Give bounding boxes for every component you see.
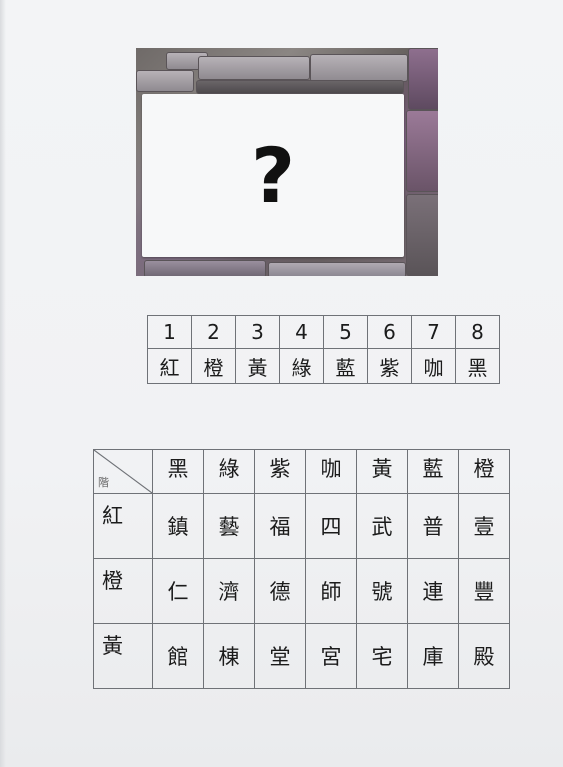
grid-column-header: 黃: [356, 449, 408, 494]
stone-block: [196, 80, 404, 94]
grid-cell: 仁: [152, 558, 204, 624]
legend-number: 3: [235, 315, 280, 349]
grid-cell: 殿: [458, 623, 510, 689]
grid-row-label: 橙: [93, 558, 153, 624]
legend-color-row: 紅 橙 黃 綠 藍 紫 咖 黑: [147, 348, 500, 384]
question-placard: ?: [142, 94, 404, 257]
stone-block: [136, 70, 194, 92]
grid-column-header: 黑: [152, 449, 204, 494]
grid-cell: 連: [407, 558, 459, 624]
legend-color: 綠: [279, 348, 324, 384]
legend-color: 黑: [455, 348, 500, 384]
grid-cell: 棟: [203, 623, 255, 689]
question-mark: ?: [250, 130, 296, 220]
grid-cell: 館: [152, 623, 204, 689]
legend-color: 紫: [367, 348, 412, 384]
stone-block: [310, 54, 408, 82]
stone-block: [406, 194, 438, 276]
legend-color: 咖: [411, 348, 456, 384]
color-number-legend: 1 2 3 4 5 6 7 8 紅 橙 黃 綠 藍 紫 咖 黑: [147, 315, 500, 384]
stone-block: [408, 48, 438, 110]
grid-row-label: 黃: [93, 623, 153, 689]
grid-column-header: 咖: [305, 449, 357, 494]
stone-block: [406, 110, 438, 192]
grid-cell: 普: [407, 493, 459, 559]
grid-row-label: 紅: [93, 493, 153, 559]
grid-cell: 庫: [407, 623, 459, 689]
grid-cell: 藝: [203, 493, 255, 559]
grid-column-header: 紫: [254, 449, 306, 494]
paper-edge-shadow: [0, 0, 6, 767]
legend-number: 6: [367, 315, 412, 349]
legend-number: 2: [191, 315, 236, 349]
grid-cell: 武: [356, 493, 408, 559]
stone-wall-photo: ?: [136, 48, 438, 276]
legend-color: 黃: [235, 348, 280, 384]
grid-row: 黃 館 棟 堂 宮 宅 庫 殿: [93, 623, 510, 689]
grid-column-header: 橙: [458, 449, 510, 494]
corner-label: 階: [98, 476, 109, 489]
character-grid: 階 黑 綠 紫 咖 黃 藍 橙 紅 鎮 藝 福 四 武 普 壹 橙 仁 濟 德 …: [93, 449, 510, 689]
grid-column-header: 藍: [407, 449, 459, 494]
corner-diagonal: [94, 450, 152, 493]
grid-cell: 號: [356, 558, 408, 624]
legend-number: 4: [279, 315, 324, 349]
legend-number-row: 1 2 3 4 5 6 7 8: [147, 315, 500, 349]
grid-row: 紅 鎮 藝 福 四 武 普 壹: [93, 493, 510, 559]
grid-column-header: 綠: [203, 449, 255, 494]
grid-header-row: 階 黑 綠 紫 咖 黃 藍 橙: [93, 449, 510, 494]
stone-block: [268, 262, 406, 276]
grid-cell: 德: [254, 558, 306, 624]
grid-cell: 福: [254, 493, 306, 559]
stone-block: [144, 260, 266, 276]
legend-number: 1: [147, 315, 192, 349]
stone-block: [198, 56, 310, 80]
grid-cell: 宅: [356, 623, 408, 689]
legend-number: 5: [323, 315, 368, 349]
grid-cell: 宮: [305, 623, 357, 689]
legend-color: 紅: [147, 348, 192, 384]
grid-cell: 濟: [203, 558, 255, 624]
grid-cell: 壹: [458, 493, 510, 559]
grid-corner-cell: 階: [93, 449, 153, 494]
grid-cell: 四: [305, 493, 357, 559]
grid-cell: 師: [305, 558, 357, 624]
grid-cell: 豐: [458, 558, 510, 624]
grid-row: 橙 仁 濟 德 師 號 連 豐: [93, 558, 510, 624]
legend-color: 藍: [323, 348, 368, 384]
legend-number: 8: [455, 315, 500, 349]
grid-cell: 鎮: [152, 493, 204, 559]
legend-color: 橙: [191, 348, 236, 384]
legend-number: 7: [411, 315, 456, 349]
grid-cell: 堂: [254, 623, 306, 689]
